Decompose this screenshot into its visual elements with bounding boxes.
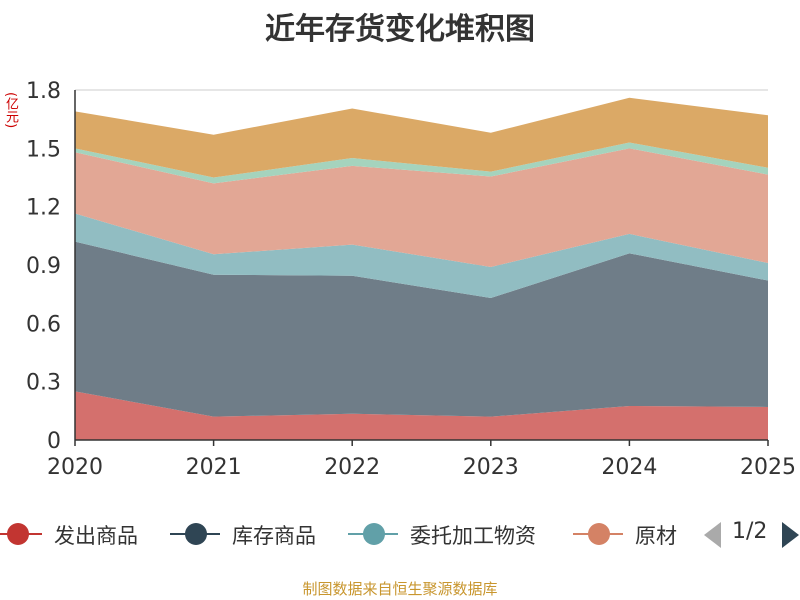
- legend-item[interactable]: 委托加工物资: [348, 514, 573, 554]
- legend-dot-icon: [588, 523, 610, 545]
- y-axis-unit-label: (亿元): [3, 92, 18, 129]
- y-tick-label: 1.5: [26, 137, 61, 162]
- y-tick-label: 0.9: [26, 254, 61, 279]
- legend-prev-page-icon[interactable]: [704, 522, 721, 548]
- legend-dot-icon: [7, 523, 29, 545]
- legend-page-indicator: 1/2: [732, 519, 768, 544]
- legend-pager: 1/2: [700, 514, 800, 554]
- x-tick-label: 2022: [324, 455, 380, 480]
- legend: 发出商品 库存商品 委托加工物资 原材: [0, 514, 800, 554]
- chart-title: 近年存货变化堆积图: [265, 12, 535, 47]
- area-series-5: [75, 142, 768, 184]
- legend-item[interactable]: 库存商品: [170, 514, 348, 554]
- legend-item[interactable]: 原材: [573, 514, 682, 554]
- legend-dot-icon: [185, 523, 207, 545]
- x-tick-label: 2023: [463, 455, 519, 480]
- y-tick-label: 1.2: [26, 196, 61, 221]
- area-series-3: [75, 213, 768, 299]
- x-tick-label: 2021: [186, 455, 242, 480]
- x-tick-label: 2020: [47, 455, 103, 480]
- legend-label: 发出商品: [54, 524, 138, 548]
- legend-label: 委托加工物资: [410, 524, 536, 548]
- x-tick-label: 2024: [601, 455, 657, 480]
- area-series: [75, 97, 768, 440]
- axes: 0 0.3 0.6 0.9 1.2 1.5 1.8 2020 2021 2022 2023 2024 2…: [26, 79, 796, 480]
- area-series-4: [75, 148, 768, 267]
- x-tick-label: 2025: [740, 455, 796, 480]
- y-tick-label: 0: [47, 429, 61, 454]
- legend-dot-icon: [363, 523, 385, 545]
- data-source-note: 制图数据来自恒生聚源数据库: [302, 580, 498, 598]
- legend-next-page-icon[interactable]: [782, 522, 799, 548]
- y-tick-label: 0.6: [26, 312, 61, 337]
- y-tick-label: 1.8: [26, 79, 61, 104]
- legend-items: 发出商品 库存商品 委托加工物资 原材: [0, 514, 682, 554]
- legend-label: 原材: [635, 524, 677, 548]
- y-tick-label: 0.3: [26, 371, 61, 396]
- legend-item[interactable]: 发出商品: [0, 514, 170, 554]
- area-series-6: [75, 97, 768, 178]
- legend-label: 库存商品: [232, 524, 316, 548]
- area-series-1: [75, 391, 768, 440]
- area-series-2: [75, 241, 768, 417]
